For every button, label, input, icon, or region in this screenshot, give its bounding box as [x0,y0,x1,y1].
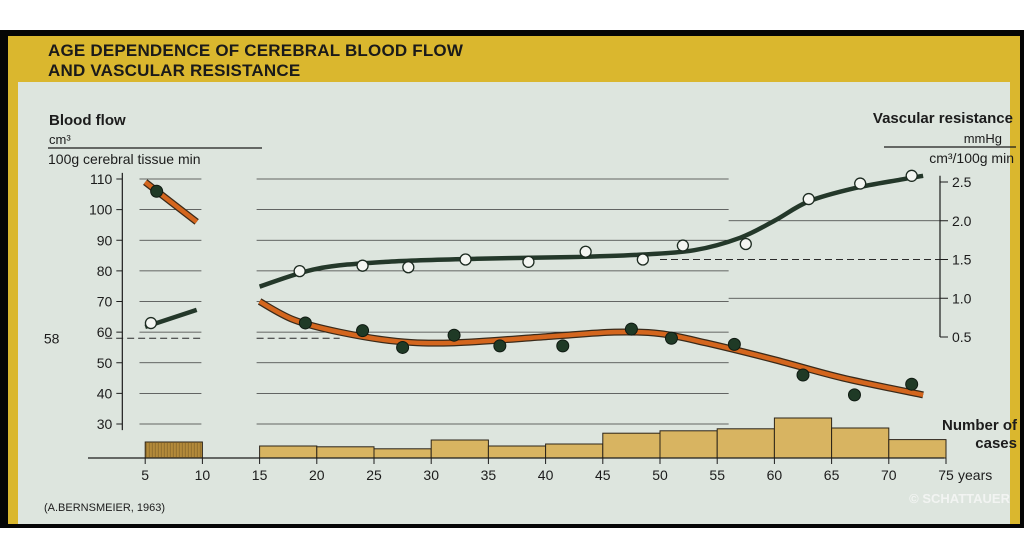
chart-title-line-1: AGE DEPENDENCE OF CEREBRAL BLOOD FLOW [48,41,464,60]
blood-flow-curve [143,180,199,224]
vascular-resistance-point [636,253,649,266]
vascular-resistance-point [293,264,306,278]
right-axis-tick-label: 2.0 [952,213,972,229]
x-axis-tick-label: 50 [652,467,668,483]
x-axis-tick-label: 45 [595,467,611,483]
blood-flow-curve [258,299,924,398]
x-axis-tick-label: 30 [423,467,439,483]
cases-bar [888,439,947,459]
blood-flow-point [624,322,638,336]
left-axis-tick-label: 90 [97,232,113,248]
cases-bar [545,443,604,459]
blood-flow-point [298,316,312,330]
x-axis-tick-label: 15 [252,467,268,483]
blood-flow-point [664,331,678,345]
vascular-resistance-point [144,316,158,330]
cases-bar [373,448,432,459]
left-axis-tick-label: 110 [90,171,113,187]
right-axis-tick-label: 1.5 [952,252,972,268]
copyright-watermark: © SCHATTAUER [909,491,1010,506]
right-axis-unit-numerator: mmHg [964,131,1002,146]
right-axis-tick-label: 2.5 [952,174,972,190]
vascular-resistance-point [459,253,472,266]
vascular-resistance-point [676,239,690,252]
vascular-resistance-point [854,177,867,190]
plot-layer: 110 100 90 80 70 60 50 40 30 58 2.5 2.0 1.5 1.0 0.5 5 10… [44,169,992,483]
blood-flow-point [905,377,919,391]
right-axis-label: Vascular resistance [873,110,1013,127]
right-axis-tick-label: 0.5 [952,329,972,345]
cases-bar [487,445,547,459]
blood-flow-point [356,324,370,338]
blood-flow-point [150,184,164,198]
cases-bar [259,445,318,459]
x-axis-tick-label: 35 [481,467,497,483]
title-band [8,36,1020,82]
vascular-resistance-curve [258,173,924,289]
blood-flow-point [447,328,461,342]
cases-bar-hatched [144,441,203,459]
right-axis-unit-denominator: cm³/100g min [929,150,1014,166]
cases-label-line-2: cases [975,435,1017,452]
cases-bar [659,430,718,459]
x-axis-tick-label: 75 [938,467,954,483]
vascular-resistance-point [402,261,415,274]
cases-label-line-1: Number of [942,417,1018,434]
cases-bar [602,432,661,459]
left-axis-tick-label: 80 [97,263,113,279]
vascular-resistance-point [522,255,535,268]
vascular-resistance-point [802,192,815,206]
x-axis-tick-label: 5 [141,467,149,483]
blood-flow-point [847,388,861,402]
cases-bar [316,446,375,459]
x-axis-tick-label: 65 [824,467,840,483]
blood-flow-point [556,339,570,353]
left-band [8,82,18,524]
x-axis-tick-label: 40 [538,467,554,483]
x-axis-tick-label: 55 [709,467,725,483]
cases-bar [773,417,833,459]
x-axis-tick-label: 10 [195,467,211,483]
x-axis-unit-label: years [958,467,992,483]
left-axis-unit-denominator: 100g cerebral tissue min [48,151,201,167]
blood-flow-point [796,368,810,382]
vascular-resistance-point [579,245,592,258]
x-axis-tick-label: 25 [366,467,382,483]
left-axis-tick-label: 100 [89,202,113,218]
left-axis-tick-label: 60 [97,324,113,340]
reference-label-58: 58 [44,330,60,346]
left-axis-tick-label: 30 [97,416,113,432]
cases-bar [430,439,489,459]
cases-bar [716,428,775,459]
chart-svg: AGE DEPENDENCE OF CEREBRAL BLOOD FLOW AN… [8,36,1020,524]
left-axis-tick-label: 70 [97,294,113,310]
x-axis-tick-label: 60 [767,467,783,483]
right-band [1010,82,1020,524]
slide: AGE DEPENDENCE OF CEREBRAL BLOOD FLOW AN… [0,30,1024,528]
vascular-resistance-point [739,237,752,251]
source-citation: (A.BERNSMEIER, 1963) [44,502,165,514]
chart-title-line-2: AND VASCULAR RESISTANCE [48,61,300,80]
left-axis-unit-numerator: cm³ [49,132,71,147]
blood-flow-point [493,339,507,353]
left-axis-tick-label: 50 [97,355,113,371]
vascular-resistance-point [356,259,369,272]
cases-bar [831,427,890,459]
left-axis-tick-label: 40 [97,385,113,401]
x-axis-tick-label: 20 [309,467,325,483]
right-axis-tick-label: 1.0 [952,290,972,306]
vascular-resistance-point [905,169,918,182]
left-axis-label: Blood flow [49,112,126,129]
blood-flow-point [727,337,741,351]
blood-flow-point [396,340,410,354]
x-axis-tick-label: 70 [881,467,897,483]
